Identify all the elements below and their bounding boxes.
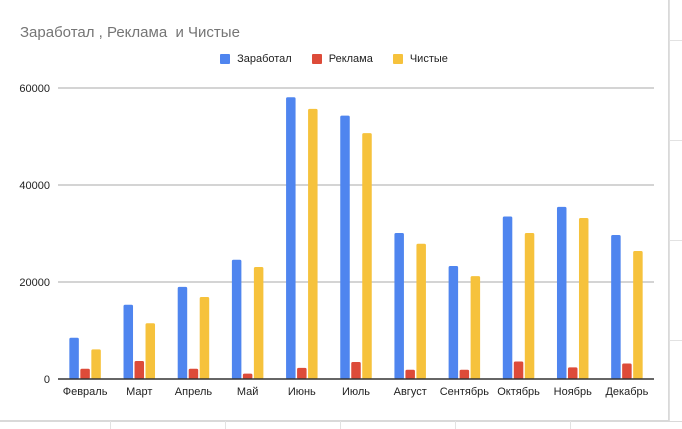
bar-Чистые-Май <box>253 266 264 379</box>
bar-Реклама-Июнь <box>297 367 307 380</box>
sheet-row-line <box>669 240 682 241</box>
sheet-column-line <box>110 421 111 429</box>
y-tick-label-0: 0 <box>44 374 50 386</box>
x-tick-label-Ноябрь: Ноябрь <box>554 386 592 398</box>
sheet-row-line <box>669 340 682 341</box>
legend-label-ads: Реклама <box>328 53 373 65</box>
bar-Реклама-Май <box>242 373 253 379</box>
bar-Чистые-Декабрь <box>633 250 643 379</box>
legend-item-net[interactable]: Чистые <box>392 53 448 65</box>
bar-Заработал-Октябрь <box>502 216 513 379</box>
bar-Реклама-Февраль <box>80 368 90 379</box>
bar-Реклама-Декабрь <box>622 363 632 379</box>
sheet-row-line <box>669 40 682 41</box>
chart-legend: Заработал Реклама Чистые <box>0 53 668 65</box>
bar-Реклама-Март <box>134 361 145 380</box>
bar-Заработал-Август <box>394 233 404 379</box>
bar-Реклама-Август <box>405 369 415 379</box>
bar-Заработал-Май <box>231 259 242 379</box>
legend-swatch-earned <box>220 54 231 64</box>
sheet-column-line <box>340 421 341 429</box>
legend-label-net: Чистые <box>409 53 448 65</box>
sheet-column-line <box>455 421 456 429</box>
legend-swatch-net <box>392 54 403 64</box>
sheet-column-line <box>570 421 571 429</box>
x-tick-label-Май: Май <box>237 386 259 398</box>
chart-title: Заработал , Реклама и Чистые <box>20 24 240 41</box>
legend-swatch-ads <box>311 54 322 64</box>
x-tick-label-Август: Август <box>394 386 427 398</box>
bar-Реклама-Апрель <box>188 368 199 379</box>
y-axis-ticks: 0 20000 40000 60000 <box>19 83 50 386</box>
grid-lines <box>58 87 654 283</box>
x-tick-label-Июль: Июль <box>342 386 370 398</box>
bar-chart[interactable]: 0 20000 40000 60000 Февраль Март Апрель Май Июн… <box>0 0 668 420</box>
x-tick-label-Сентябрь: Сентябрь <box>440 386 490 398</box>
bar-Реклама-Октябрь <box>513 361 524 379</box>
sheet-row-line <box>669 140 682 141</box>
x-axis-labels: Февраль Март Апрель Май Июнь Июль Август Сентяб… <box>63 386 649 398</box>
bar-Реклама-Ноябрь <box>567 367 578 379</box>
bar-Заработал-Июль <box>340 115 350 379</box>
y-tick-label-60000: 60000 <box>19 83 50 95</box>
sheet-column-line <box>225 421 226 429</box>
x-tick-label-Июнь: Июнь <box>288 386 316 398</box>
chart-card[interactable]: Заработал , Реклама и Чистые Заработал Р… <box>0 0 669 421</box>
sheet-row-edge <box>0 421 682 429</box>
bar-Реклама-Сентябрь <box>459 369 470 379</box>
bar-Чистые-Февраль <box>91 349 101 380</box>
bar-Чистые-Апрель <box>199 297 210 379</box>
bar-Заработал-Декабрь <box>611 234 621 379</box>
bar-Чистые-Март <box>145 323 156 379</box>
x-tick-label-Февраль: Февраль <box>63 386 108 398</box>
bar-Заработал-Ноябрь <box>556 206 567 379</box>
bar-Заработал-Июнь <box>286 97 296 380</box>
bars <box>69 97 643 380</box>
bar-Чистые-Сентябрь <box>470 276 481 379</box>
bar-Реклама-Июль <box>351 362 361 379</box>
legend-item-earned[interactable]: Заработал <box>220 53 292 65</box>
bar-Чистые-Июль <box>362 133 372 379</box>
x-tick-label-Октябрь: Октябрь <box>497 386 540 398</box>
x-tick-label-Март: Март <box>126 386 152 398</box>
bar-Чистые-Ноябрь <box>578 217 589 379</box>
bar-Чистые-Октябрь <box>524 233 535 379</box>
y-tick-label-20000: 20000 <box>19 277 50 289</box>
bar-Заработал-Март <box>123 304 134 379</box>
legend-label-earned: Заработал <box>237 53 292 65</box>
bar-Заработал-Сентябрь <box>448 266 459 380</box>
x-tick-label-Апрель: Апрель <box>175 386 213 398</box>
bar-Заработал-Февраль <box>69 337 79 379</box>
x-tick-label-Декабрь: Декабрь <box>605 386 648 398</box>
y-tick-label-40000: 40000 <box>19 180 50 192</box>
bar-Чистые-Август <box>416 243 426 379</box>
sheet-column-edge <box>669 0 682 429</box>
bar-Заработал-Апрель <box>177 286 188 379</box>
legend-item-ads[interactable]: Реклама <box>311 53 373 65</box>
bar-Чистые-Июнь <box>308 108 318 380</box>
